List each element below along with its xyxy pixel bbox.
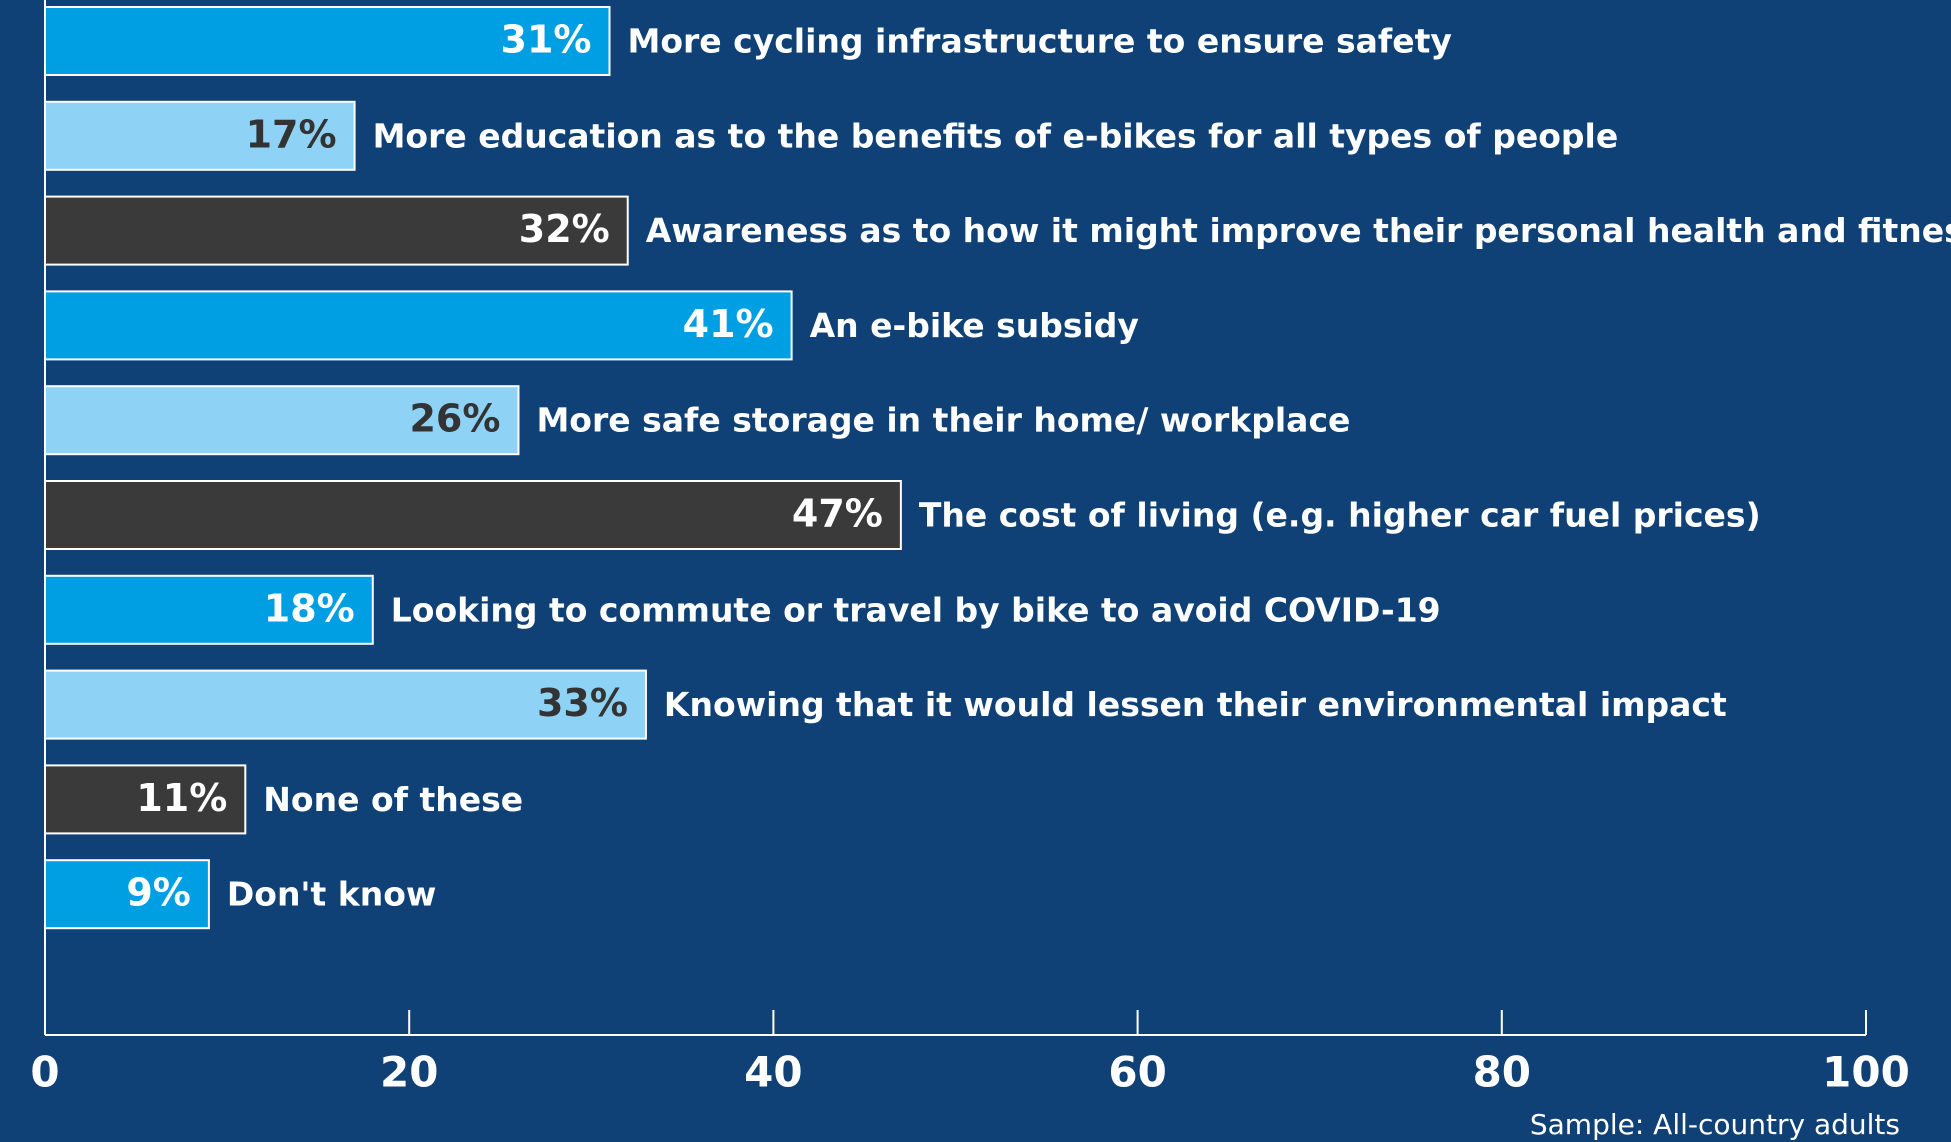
- value-label: 47%: [792, 492, 883, 536]
- sample-note: Sample: All-country adults: [1530, 1108, 1900, 1141]
- bar: [44, 669, 647, 740]
- category-label: Awareness as to how it might improve the…: [646, 211, 1951, 250]
- value-label: 31%: [501, 18, 592, 62]
- category-label: More education as to the benefits of e-b…: [373, 116, 1619, 155]
- value-label: 9%: [126, 871, 191, 915]
- value-label: 26%: [409, 397, 500, 441]
- category-label: Don't know: [227, 875, 437, 914]
- category-label: Looking to commute or travel by bike to …: [391, 590, 1441, 629]
- category-label: The cost of living (e.g. higher car fuel…: [919, 496, 1761, 535]
- value-label: 17%: [246, 112, 337, 156]
- x-tick-label: 40: [744, 1048, 802, 1097]
- category-label: Knowing that it would lessen their envir…: [664, 685, 1727, 724]
- bar: [44, 764, 247, 835]
- x-tick-label: 60: [1108, 1048, 1166, 1097]
- value-label: 41%: [683, 302, 774, 346]
- bar: [44, 385, 520, 456]
- category-label: An e-bike subsidy: [810, 306, 1139, 345]
- x-tick-label: 20: [380, 1048, 438, 1097]
- x-tick-label: 0: [30, 1048, 59, 1097]
- value-label: 33%: [537, 681, 628, 725]
- bar: [44, 195, 629, 266]
- category-label: None of these: [263, 780, 523, 819]
- value-label: 18%: [264, 586, 355, 630]
- bar: [44, 6, 611, 76]
- bar: [44, 574, 374, 645]
- value-label: 32%: [519, 207, 610, 251]
- category-label: More safe storage in their home/ workpla…: [536, 401, 1350, 440]
- bar: [44, 290, 793, 361]
- bar: [44, 859, 210, 930]
- bar: [44, 100, 356, 171]
- value-label: 11%: [136, 776, 227, 820]
- bar: [44, 480, 902, 550]
- x-tick-label: 100: [1822, 1048, 1910, 1097]
- x-tick-label: 80: [1473, 1048, 1531, 1097]
- category-label: More cycling infrastructure to ensure sa…: [628, 22, 1452, 61]
